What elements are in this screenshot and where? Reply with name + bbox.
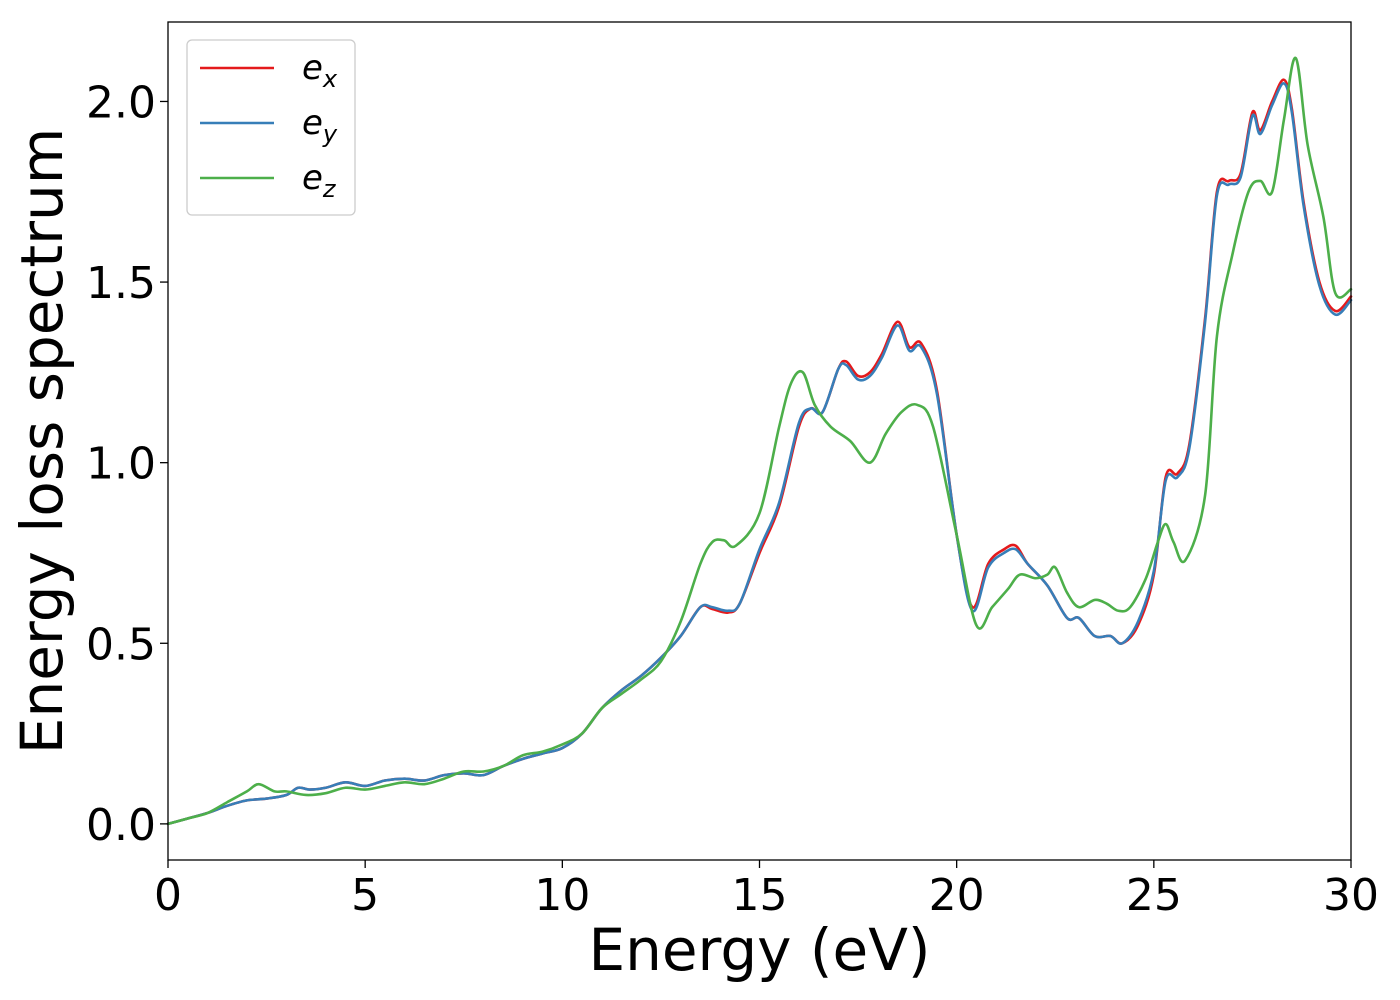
legend-label-x: ex: [302, 48, 338, 93]
x-tick-label: 10: [534, 870, 590, 921]
x-tick-label: 0: [154, 870, 182, 921]
series-line-y: [166, 82, 1353, 826]
y-tick-label: 2.0: [86, 77, 156, 128]
y-tick-label: 1.0: [86, 439, 156, 490]
x-axis-title: Energy (eV): [588, 916, 930, 984]
y-tick-label: 0.5: [86, 619, 156, 670]
y-axis-ticks: 0.0 0.5 1.0 1.5 2.0: [86, 77, 168, 851]
y-tick-label: 1.5: [86, 258, 156, 309]
series-lines: [166, 56, 1353, 826]
x-tick-label: 20: [929, 870, 985, 921]
legend: ex ey ez: [186, 39, 356, 216]
x-axis-ticks: 0 5 10 15 20 25 30: [154, 860, 1379, 921]
legend-label-y: ey: [302, 103, 338, 148]
legend-label-z: ez: [302, 158, 337, 203]
x-tick-label: 15: [732, 870, 788, 921]
y-axis-title: Energy loss spectrum: [8, 128, 76, 754]
y-tick-label: 0.0: [86, 800, 156, 851]
plot-background: [168, 22, 1351, 860]
x-tick-label: 5: [351, 870, 379, 921]
x-tick-label: 25: [1126, 870, 1182, 921]
legend-box: [186, 39, 356, 216]
series-line-z: [166, 56, 1353, 826]
x-tick-label: 30: [1323, 870, 1379, 921]
